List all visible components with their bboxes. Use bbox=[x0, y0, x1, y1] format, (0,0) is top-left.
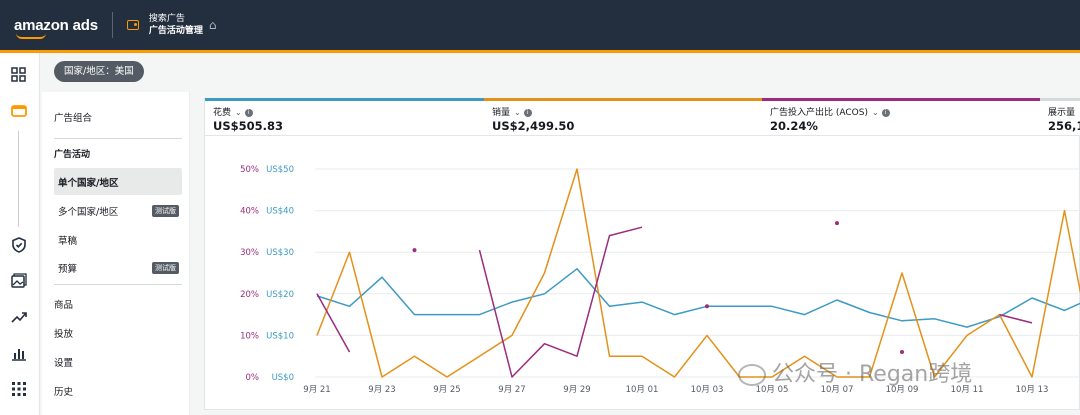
sidebar-item-single-country[interactable]: 单个国家/地区 bbox=[58, 178, 119, 189]
acos-point bbox=[835, 221, 839, 226]
metric-color-bar bbox=[1040, 98, 1080, 101]
breadcrumb-current: 广告活动管理 bbox=[148, 26, 203, 36]
metric-card-spend[interactable]: 花费 ⌄ i US$505.83 bbox=[205, 98, 485, 136]
metric-card-acos[interactable]: 广告投入产出比 (ACOS) ⌄ i 20.24% bbox=[762, 98, 1041, 136]
y-left-tick-label: 30% bbox=[240, 248, 259, 258]
metric-value: US$505.83 bbox=[213, 119, 283, 133]
shield-icon[interactable] bbox=[11, 237, 27, 253]
y-right-tick-label: US$30 bbox=[266, 248, 294, 258]
series-line-spend bbox=[316, 268, 1080, 328]
sidebar-item-products[interactable]: 商品 bbox=[54, 300, 74, 311]
x-tick-label: 10月 01 bbox=[626, 385, 659, 395]
breadcrumb-parent: 搜索广告 bbox=[148, 14, 185, 24]
info-icon[interactable]: i bbox=[523, 108, 532, 117]
y-right-tick-label: US$50 bbox=[266, 165, 294, 175]
series-line-acos bbox=[999, 313, 1033, 324]
metric-value: 20.24% bbox=[770, 119, 818, 133]
sidebar-section-campaigns: 广告活动 bbox=[54, 150, 91, 160]
x-tick-label: 9月 23 bbox=[368, 385, 395, 395]
metric-color-bar bbox=[205, 98, 484, 101]
metric-label: 花费 ⌄ i bbox=[213, 105, 253, 118]
y-left-tick-label: 50% bbox=[240, 165, 259, 175]
sidebar-item-history[interactable]: 历史 bbox=[54, 387, 74, 398]
divider bbox=[54, 284, 182, 285]
y-right-tick-label: US$40 bbox=[266, 207, 294, 217]
sidebar-item-portfolio[interactable]: 广告组合 bbox=[54, 113, 93, 124]
sidebar-item-settings[interactable]: 设置 bbox=[54, 358, 74, 369]
sidebar-item-budget[interactable]: 预算 bbox=[58, 264, 78, 275]
divider bbox=[111, 12, 113, 38]
x-tick-label: 10月 13 bbox=[1016, 385, 1049, 395]
nav-connector bbox=[18, 131, 19, 227]
campaign-wallet-icon[interactable] bbox=[11, 103, 27, 119]
x-tick-label: 10月 11 bbox=[951, 385, 984, 395]
metric-card-sales[interactable]: 销量 ⌄ i US$2,499.50 bbox=[484, 98, 763, 136]
y-left-tick-label: 10% bbox=[240, 331, 259, 341]
y-right-tick-label: US$10 bbox=[266, 331, 294, 341]
x-tick-label: 9月 21 bbox=[303, 385, 330, 395]
smile-icon bbox=[16, 33, 46, 39]
metric-label: 广告投入产出比 (ACOS) ⌄ i bbox=[770, 105, 890, 118]
y-left-tick-label: 40% bbox=[240, 207, 259, 217]
metric-value: 256,1 bbox=[1048, 119, 1080, 133]
brand-text: amazon ads bbox=[14, 16, 98, 34]
apps-grid-icon[interactable] bbox=[11, 381, 27, 397]
chevron-down-icon[interactable]: ⌄ bbox=[871, 108, 879, 117]
y-right-tick-label: US$0 bbox=[272, 373, 294, 383]
x-tick-label: 9月 29 bbox=[563, 385, 590, 395]
icon-nav bbox=[0, 53, 40, 415]
acos-point bbox=[412, 248, 417, 253]
y-right-tick-label: US$20 bbox=[266, 290, 294, 300]
sidebar-item-drafts[interactable]: 草稿 bbox=[58, 236, 78, 247]
country-filter[interactable]: 国家/地区：美国 bbox=[54, 61, 144, 82]
metric-value: US$2,499.50 bbox=[492, 119, 575, 133]
top-bar: amazon ads 搜索广告 广告活动管理 ⌂ bbox=[0, 0, 1080, 50]
acos-point bbox=[705, 304, 709, 309]
trend-icon[interactable] bbox=[11, 309, 27, 325]
metric-label: 展示量 bbox=[1048, 108, 1076, 118]
series-line-acos bbox=[478, 226, 643, 378]
accent-bar bbox=[0, 50, 1080, 53]
series-line-acos bbox=[316, 293, 351, 353]
divider bbox=[54, 138, 182, 139]
y-left-tick-label: 0% bbox=[246, 373, 260, 383]
x-tick-label: 9月 27 bbox=[498, 385, 525, 395]
sidebar-item-placement[interactable]: 投放 bbox=[54, 329, 74, 340]
bar-chart-icon[interactable] bbox=[11, 345, 27, 361]
info-icon[interactable]: i bbox=[244, 108, 253, 117]
x-tick-label: 10月 03 bbox=[691, 385, 724, 395]
x-tick-label: 9月 25 bbox=[433, 385, 460, 395]
breadcrumb[interactable]: 搜索广告 广告活动管理 bbox=[149, 13, 203, 37]
dashboard-icon[interactable] bbox=[11, 67, 27, 83]
watermark: 公众号 · Regan跨境 bbox=[738, 356, 972, 388]
sidebar-selected-bg bbox=[54, 168, 182, 195]
metric-card-impressions[interactable]: 展示量 256,1 bbox=[1040, 98, 1080, 136]
wallet-icon bbox=[126, 20, 139, 30]
series-line-sales bbox=[316, 168, 1080, 378]
metric-color-bar bbox=[484, 98, 762, 101]
acos-point bbox=[900, 350, 904, 355]
x-tick-label: 10月 05 bbox=[756, 385, 789, 395]
chevron-down-icon[interactable]: ⌄ bbox=[235, 108, 242, 117]
performance-chart[interactable]: 0% US$0 10% US$10 20% US$20 30% US$30 40% US$40 50… bbox=[204, 150, 1080, 410]
campaign-sidebar: 广告组合 广告活动 单个国家/地区 多个国家/地区 测试版 草稿 预算 测试版 … bbox=[42, 92, 190, 415]
beta-badge: 测试版 bbox=[152, 262, 179, 274]
media-icon[interactable] bbox=[11, 273, 27, 289]
metric-label: 销量 ⌄ i bbox=[492, 105, 532, 118]
sidebar-item-multi-country[interactable]: 多个国家/地区 bbox=[58, 207, 119, 218]
home-icon[interactable]: ⌂ bbox=[208, 18, 217, 32]
y-left-tick-label: 20% bbox=[240, 290, 259, 300]
chevron-down-icon[interactable]: ⌄ bbox=[514, 108, 521, 117]
metric-color-bar bbox=[762, 98, 1040, 101]
amazon-ads-logo[interactable]: amazon ads bbox=[14, 16, 98, 39]
x-tick-label: 10月 07 bbox=[821, 385, 854, 395]
x-tick-label: 10月 09 bbox=[886, 385, 919, 395]
beta-badge: 测试版 bbox=[152, 205, 179, 217]
info-icon[interactable]: i bbox=[881, 108, 890, 117]
wechat-icon bbox=[738, 364, 766, 386]
